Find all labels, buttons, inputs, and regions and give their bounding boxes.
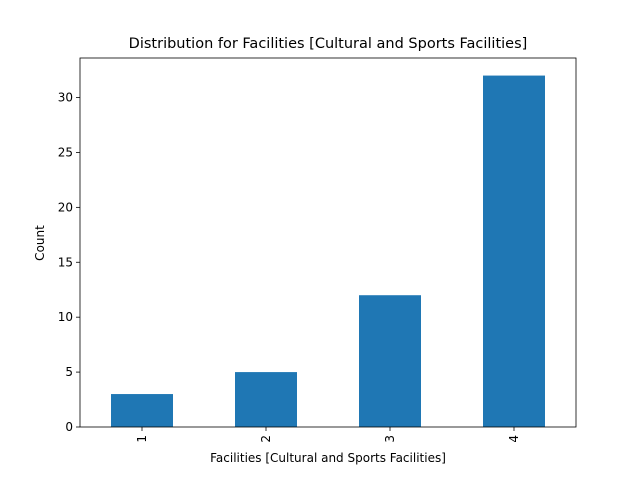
bar-1	[111, 394, 173, 427]
y-tick-label: 10	[58, 310, 73, 324]
x-tick-label: 3	[383, 435, 397, 443]
y-tick-label: 0	[65, 420, 73, 434]
y-tick-label: 25	[58, 145, 73, 159]
y-tick-label: 20	[58, 200, 73, 214]
x-tick-label: 1	[135, 435, 149, 443]
axes-frame	[79, 57, 577, 428]
y-tick-label: 15	[58, 255, 73, 269]
x-tick-label: 4	[507, 435, 521, 443]
x-axis-label: Facilities [Cultural and Sports Faciliti…	[210, 451, 446, 465]
bar-3	[359, 295, 421, 427]
bar-4	[483, 75, 545, 428]
y-axis-label: Count	[33, 225, 47, 261]
y-tick-label: 5	[65, 365, 73, 379]
chart-title: Distribution for Facilities [Cultural an…	[129, 36, 528, 52]
plot-area: 0 5 10 15 20 25 30 1 2 3 4	[58, 57, 577, 443]
y-tick-label: 30	[58, 91, 73, 105]
x-tick-label: 2	[259, 435, 273, 443]
bar-2	[235, 372, 297, 427]
